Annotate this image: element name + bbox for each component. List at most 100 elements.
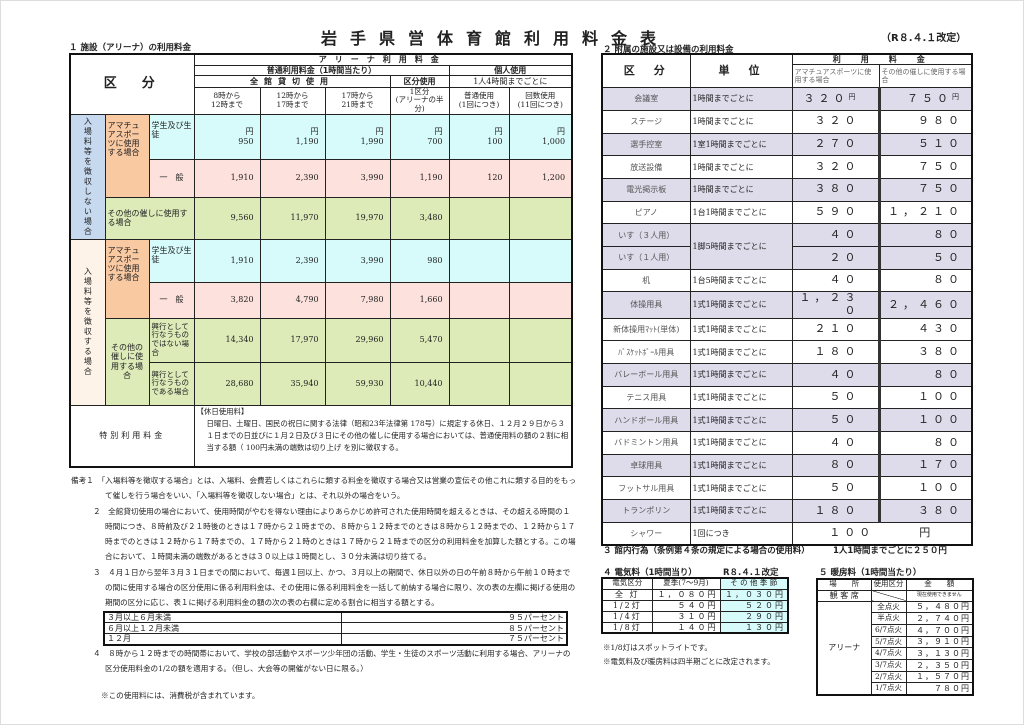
quarterly-note: ※電気料及び暖房料は四半期ごとに改定されます。: [603, 657, 775, 666]
fee-value: 1,190: [295, 136, 319, 146]
fee-cell: 35,940: [259, 361, 326, 406]
yen-unit: 円: [848, 92, 860, 101]
fee-value: ３２０: [814, 159, 860, 173]
heating-fee: ３，９１０円: [905, 635, 974, 649]
equipment-row: 選手控室 1室1時間までごとに ２７０ ５１０: [601, 132, 973, 157]
header-cell: 使用区分: [870, 578, 907, 591]
fee-amateur: ５０: [791, 385, 881, 410]
heating-fee: ５，４８０円: [905, 600, 974, 614]
heating-row: 5/7点火 ３，９１０円: [817, 635, 974, 649]
equipment-unit: 1時間までごとに: [689, 155, 793, 179]
equipment-unit: 1式1時間までごとに: [689, 453, 793, 478]
header-row: 区 分アリーナ利用料金: [69, 53, 573, 115]
heating-level: 1/7点火: [870, 682, 907, 695]
fee-amateur: ４０: [791, 431, 881, 455]
time-slot-line: (11回につき): [517, 99, 563, 109]
equipment-name: シャワー: [601, 521, 691, 546]
holiday-fee-title: 【休日使用料】: [196, 406, 249, 416]
fee-value: 11,970: [290, 213, 319, 223]
equipment-unit: 1台5時間までごとに: [689, 268, 793, 293]
fee-cell: 2,390: [259, 158, 326, 198]
fee-cell: 4,790: [259, 281, 326, 319]
equipment-unit: 1式1時間までごとに: [689, 363, 793, 387]
fee-cell: 9,560: [193, 196, 261, 240]
yen-unit: 円: [434, 127, 443, 137]
equipment-row: 机 1台5時間までごとに ４０ ８０: [601, 268, 973, 293]
fee-value: ３２０: [814, 114, 860, 128]
time-slot-line: 12時から: [276, 91, 309, 100]
header-time-slot: 12時から 17時まで: [259, 86, 326, 115]
discount-rate: ９５パーセント: [340, 611, 568, 624]
fee-value: 1,990: [360, 136, 384, 146]
equipment-name: いす（３人用）: [601, 223, 691, 247]
electricity-row: 全 灯 １，０８０円 １，０３０円: [601, 588, 789, 601]
discount-table: ３月以上６月未満 ９５パーセント ６月以上１２月未満 ８５パーセント １２月 ７５パーセン…: [103, 610, 568, 646]
fee-value: ４０: [829, 273, 860, 287]
yen-unit: 円: [310, 127, 319, 137]
section5-heading: ５ 暖房料（1時間当たり）: [819, 568, 922, 578]
fee-value: 1,000: [542, 136, 566, 146]
fee-value: ５０: [829, 412, 860, 426]
fee-value: 2,390: [295, 173, 319, 183]
fee-amateur: ３８０: [791, 177, 881, 202]
fee-other: １，２１０: [878, 200, 973, 225]
fee-cell: 17,970: [259, 317, 326, 363]
equipment-name: 新体操用ﾏｯﾄ(単体): [601, 317, 691, 342]
fee-value: １，２１０: [888, 205, 963, 219]
heating-fee: ２，３５０円: [905, 658, 974, 672]
fee-amateur: ４０: [791, 223, 881, 247]
section3-heading: ３ 館内行為（条例第４条の規定による場合の使用料）: [603, 546, 810, 556]
fee-value: １８０: [814, 344, 860, 358]
fee-value: ３２０: [803, 91, 849, 105]
fee-amateur: ８０: [791, 453, 881, 478]
section2-heading: ２ 附属の施設又は設備の利用料金: [603, 45, 734, 55]
header-row: 区 分単 位利 用 料 金: [601, 53, 973, 89]
section4-heading: ４ 電気料（1時間当り）: [603, 568, 697, 578]
fee-value: ５１０: [918, 137, 963, 151]
header-cell: 金 額: [905, 578, 974, 591]
group-no-admission: 入場料等を徴収しない場合: [69, 113, 106, 240]
fee-amateur: ４０: [791, 268, 881, 293]
equipment-unit: 1式1時間までごとに: [689, 340, 793, 365]
fee-value: １００: [918, 480, 963, 494]
heating-row: 2/7点火 １，５７０円: [817, 670, 974, 684]
electricity-fee: １，０８０円: [651, 588, 721, 601]
fee-cell: 59,930: [324, 361, 391, 406]
subcategory-not-commercial: 興行として行なうものではない場合: [148, 317, 195, 363]
fee-value: 10,440: [414, 378, 443, 388]
fee-cell: [448, 317, 510, 363]
fee-value: 1,660: [419, 295, 443, 305]
heating-level: 半点火: [870, 612, 907, 625]
time-slot-line: 21時まで: [341, 99, 374, 109]
lighting-level: 1/8灯: [601, 621, 653, 634]
equipment-name: 机: [601, 268, 691, 293]
fee-amateur: ２０: [791, 246, 881, 270]
subcategory-general: 一 般: [148, 158, 195, 198]
electricity-fee: ２９０円: [719, 610, 789, 623]
fee-cell: [508, 238, 573, 283]
subcategory-commercial: 興行として行なうものである場合: [148, 361, 195, 406]
equipment-row: ピアノ 1台1時間までごとに ５９０ １，２１０: [601, 200, 973, 225]
time-slot-line: 17時まで: [276, 99, 309, 109]
fee-cell: 19,970: [324, 196, 391, 240]
heating-row: 6/7点火 ４，７００円: [817, 623, 974, 637]
header-unit: 単 位: [689, 53, 793, 89]
fee-row: 一 般 3,820 4,790 7,980 1,660: [70, 281, 573, 319]
location-stand: 観 客 席: [816, 589, 872, 602]
equipment-name: トランポリン: [601, 499, 691, 523]
heating-level: 5/7点火: [870, 635, 907, 649]
fee-value: ２７０: [814, 137, 860, 151]
fee-value: 1,190: [419, 173, 443, 183]
lighting-level: 1/4灯: [601, 610, 653, 623]
fee-value: 980: [427, 255, 443, 265]
heating-fee: ２，７４０円: [905, 612, 974, 625]
equipment-row: バドミントン用具 1式1時間までごとに ４０ ８０: [601, 431, 973, 455]
fee-value: 3,990: [360, 255, 384, 265]
equipment-row: 電光掲示板 1時間までごとに ３８０ ７５０: [601, 177, 973, 202]
equipment-row: ステージ 1時間までごとに ３２０ ９８０: [601, 109, 973, 134]
fee-cell: 3,480: [389, 196, 450, 240]
heating-fee-table: 場 所使用区分金 額観 客 席 現在使用できません アリーナ 全点火 ５，４８０円 半点火…: [816, 578, 974, 696]
fee-value: ２０: [829, 250, 860, 264]
fee-other: １００: [878, 385, 973, 410]
